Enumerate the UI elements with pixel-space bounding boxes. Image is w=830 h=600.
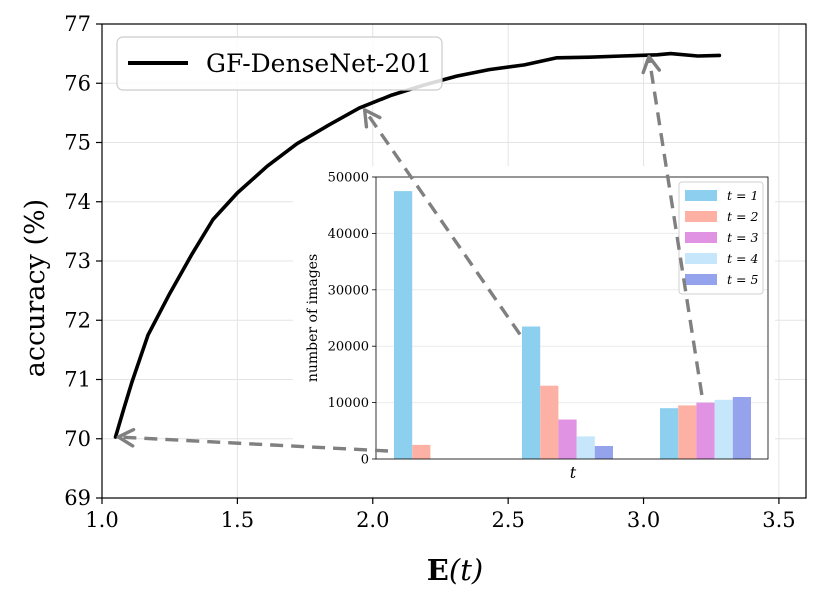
- main-axis-ticks: 1.0 1.5 2.0 2.5 3.0 3.5 69 70 71 72 73 74 75 76 77: [64, 12, 795, 532]
- main-y-tick-label-7: 76: [64, 71, 91, 95]
- main-x-axis-label: E(t): [427, 553, 483, 587]
- annotation-arrow-head-3: [641, 54, 662, 75]
- inset-y-tick-label-1: 10000: [328, 396, 369, 411]
- inset-y-tick-label-5: 50000: [328, 171, 369, 186]
- inset-bar-series4-group-2: [576, 436, 595, 459]
- inset-bar-series2-group-1: [412, 444, 431, 459]
- main-y-tick-label-4: 73: [64, 249, 91, 273]
- main-x-axis-label-operator: E: [427, 553, 449, 587]
- main-y-tick-label-0: 69: [64, 486, 91, 510]
- inset-bar-series2-group-3: [678, 405, 697, 459]
- main-x-tick-label-1: 1.5: [221, 508, 254, 532]
- inset-y-tick-label-0: 0: [361, 453, 369, 468]
- inset-axis-ticks: 0 10000 20000 30000 40000 50000: [328, 171, 376, 468]
- inset-legend-swatch-4: [685, 253, 717, 264]
- inset-bar-series2-group-2: [540, 385, 559, 459]
- main-y-tick-label-8: 77: [64, 12, 91, 36]
- main-series-line: [113, 51, 722, 439]
- inset-legend-swatch-3: [685, 232, 717, 243]
- main-y-tick-label-2: 71: [64, 368, 91, 392]
- inset-legend-swatch-5: [685, 274, 717, 285]
- inset-bar-series1-group-2: [522, 326, 541, 459]
- main-x-tick-label-5: 3.5: [762, 508, 795, 532]
- annotation-arrow-head-2: [362, 108, 382, 129]
- inset-y-tick-label-2: 20000: [328, 340, 369, 355]
- inset-bar-series1-group-1: [394, 191, 413, 459]
- inset-legend: t = 1 t = 2 t = 3 t = 4 t = 5: [678, 181, 764, 295]
- main-y-tick-label-1: 70: [64, 427, 91, 451]
- annotation-arrow-shaft-3: [647, 56, 704, 396]
- main-legend-label: GF-DenseNet-201: [206, 49, 432, 78]
- inset-legend-label-2: t = 2: [727, 209, 758, 224]
- inset-y-tick-label-4: 40000: [328, 227, 369, 242]
- main-y-axis-label: accuracy (%): [20, 199, 51, 377]
- inset-legend-swatch-2: [685, 211, 717, 222]
- annotation-arrow-shaft-2: [363, 108, 522, 336]
- inset-bars: [394, 191, 751, 459]
- inset-plot-frame: [375, 176, 769, 460]
- main-x-tick-label-0: 1.0: [85, 508, 118, 532]
- inset-bar-series4-group-3: [714, 399, 733, 459]
- annotation-arrow-shaft-1: [118, 435, 389, 453]
- inset-bar-series3-group-3: [696, 402, 715, 459]
- inset-legend-label-1: t = 1: [727, 188, 758, 203]
- main-x-axis-label-argument: (t): [449, 553, 483, 587]
- inset-y-axis-label: number of images: [305, 254, 321, 382]
- main-accuracy-series: [113, 51, 722, 439]
- inset-legend-swatch-1: [685, 190, 717, 201]
- inset-legend-label-3: t = 3: [727, 230, 758, 245]
- main-x-tick-label-4: 3.0: [627, 508, 660, 532]
- main-x-tick-label-2: 2.0: [356, 508, 389, 532]
- inset-y-tick-label-3: 30000: [328, 283, 369, 298]
- inset-x-axis-label: t: [570, 463, 577, 482]
- inset-bar-series3-group-2: [558, 419, 577, 459]
- main-legend: GF-DenseNet-201: [116, 36, 443, 91]
- inset-legend-label-4: t = 4: [727, 251, 758, 266]
- inset-bar-series5-group-3: [732, 397, 751, 459]
- annotation-arrows: [116, 54, 704, 453]
- main-y-tick-label-6: 75: [64, 131, 91, 155]
- main-x-tick-label-3: 2.5: [491, 508, 524, 532]
- inset-bar-series1-group-3: [660, 408, 679, 459]
- inset-legend-label-5: t = 5: [727, 272, 758, 287]
- main-y-tick-label-5: 74: [64, 190, 91, 214]
- inset-bar-series5-group-2: [594, 446, 613, 459]
- annotation-arrow-head-1: [116, 427, 136, 448]
- main-legend-box: [116, 36, 443, 91]
- main-y-tick-label-3: 72: [64, 308, 91, 332]
- inset-bar-chart: 0 10000 20000 30000 40000 50000 number of ima…: [293, 166, 775, 496]
